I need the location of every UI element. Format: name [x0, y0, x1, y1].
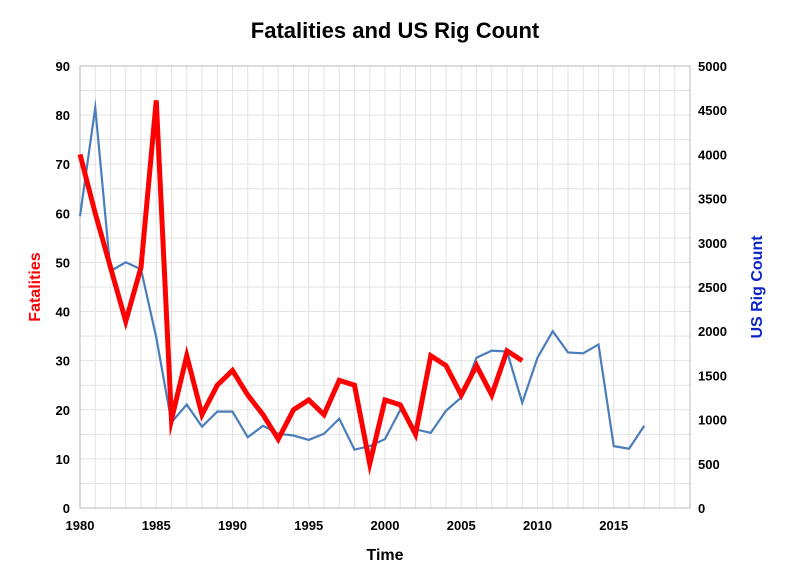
- series-layer: [77, 98, 646, 476]
- x-tick-label: 1985: [142, 518, 171, 533]
- y-left-tick-label: 60: [56, 206, 70, 221]
- y-right-tick-label: 4000: [698, 147, 727, 162]
- x-tick-label: 1990: [218, 518, 247, 533]
- fatalities-series-line: [77, 100, 524, 476]
- y-right-tick-label: 3500: [698, 192, 727, 207]
- y-right-tick-label: 0: [698, 501, 705, 516]
- x-tick-label: 2005: [447, 518, 476, 533]
- y-right-tick-label: 1500: [698, 368, 727, 383]
- y-left-tick-label: 20: [56, 403, 70, 418]
- y-left-tick-label: 30: [56, 354, 70, 369]
- y-right-tick-label: 500: [698, 457, 720, 472]
- y-axis-right-title: US Rig Count: [749, 235, 766, 339]
- y-right-tick-label: 4500: [698, 103, 727, 118]
- tick-labels: 1980 1985 1990 1995 2000 2005 2010 2015 0 10 20 30 4…: [56, 59, 727, 533]
- y-right-tick-label: 2500: [698, 280, 727, 295]
- x-axis-title: Time: [366, 547, 403, 564]
- y-left-tick-label: 90: [56, 59, 70, 74]
- x-tick-label: 1995: [294, 518, 323, 533]
- y-left-tick-label: 80: [56, 108, 70, 123]
- plot-area-border: [79, 65, 691, 509]
- y-left-tick-label: 50: [56, 255, 70, 270]
- y-right-tick-label: 5000: [698, 59, 727, 74]
- x-tick-label: 2010: [523, 518, 552, 533]
- y-left-tick-label: 10: [56, 452, 70, 467]
- y-left-tick-label: 70: [56, 157, 70, 172]
- y-right-tick-label: 3000: [698, 236, 727, 251]
- x-tick-label: 1980: [66, 518, 95, 533]
- y-right-tick-label: 2000: [698, 324, 727, 339]
- gridlines: [79, 65, 691, 509]
- y-left-tick-label: 0: [63, 501, 70, 516]
- y-axis-left-title: Fatalities: [27, 252, 44, 321]
- x-tick-label: 2000: [371, 518, 400, 533]
- x-tick-label: 2015: [599, 518, 628, 533]
- y-left-tick-label: 40: [56, 305, 70, 320]
- chart-title: Fatalities and US Rig Count: [251, 18, 540, 43]
- y-right-tick-label: 1000: [698, 413, 727, 428]
